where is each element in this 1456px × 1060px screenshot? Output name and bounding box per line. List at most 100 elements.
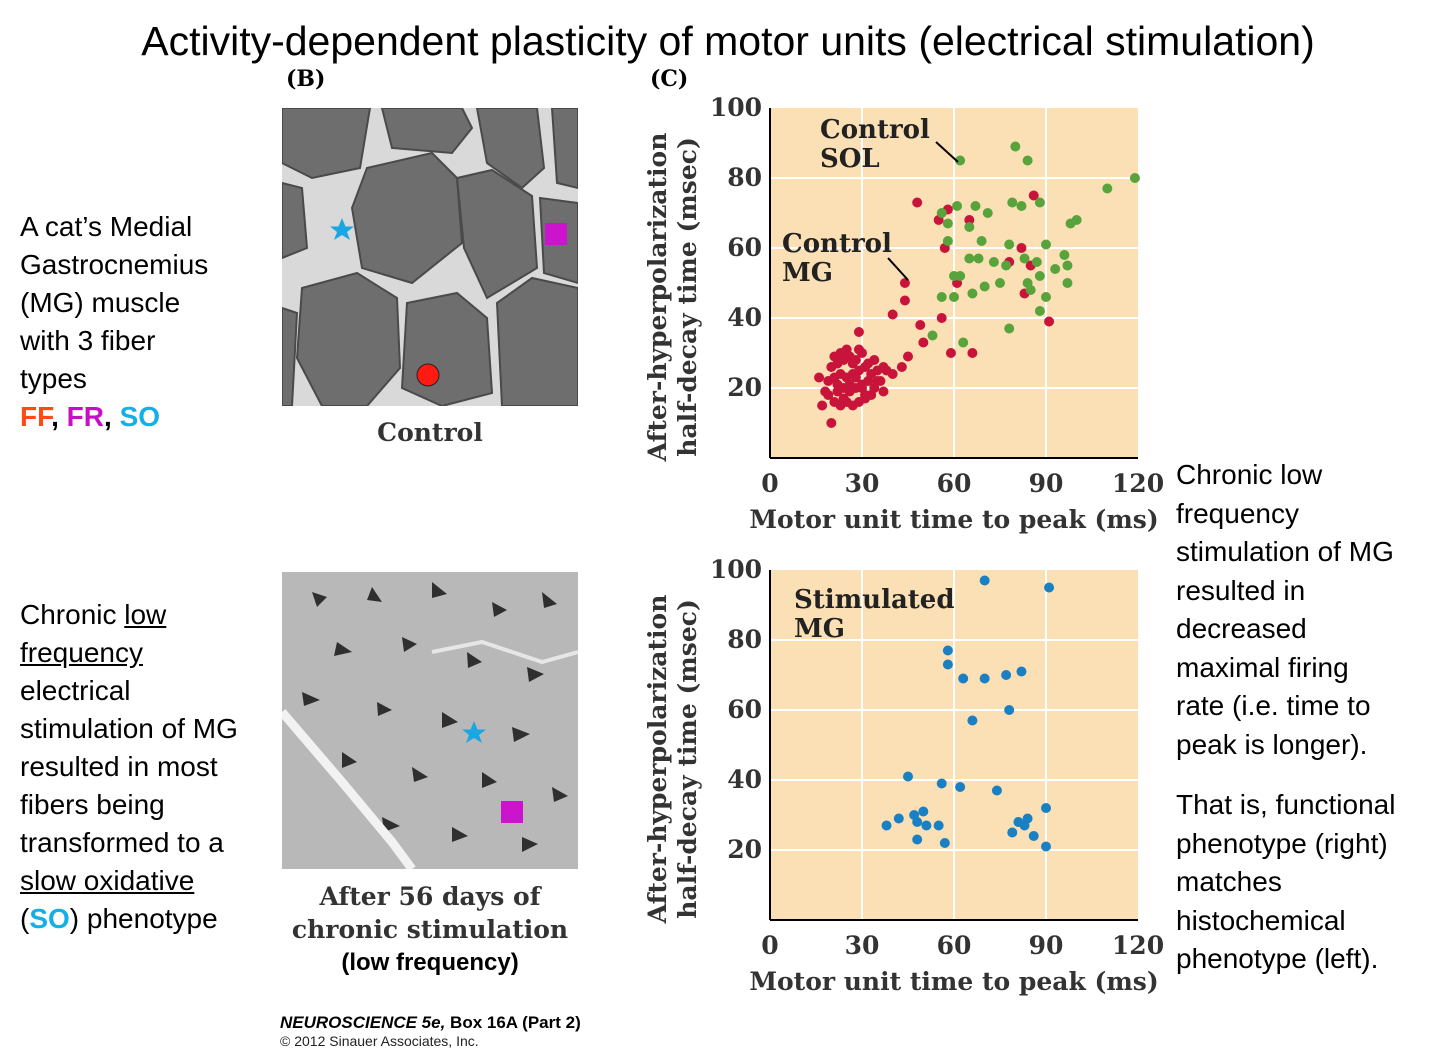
data-point (964, 253, 975, 264)
text-line: stimulation of MG (1176, 536, 1394, 567)
x-axis-label: Motor unit time to peak (ms) (749, 505, 1158, 534)
data-point (964, 222, 975, 232)
text-line: fibers being (20, 789, 165, 820)
separator: , (104, 401, 120, 432)
data-point (817, 400, 828, 411)
y-axis-label: After-hyperpolarization (643, 595, 672, 925)
x-tick-label: 30 (845, 469, 880, 498)
y-tick-label: 60 (727, 695, 762, 724)
data-point (1022, 155, 1033, 166)
x-tick-label: 0 (761, 931, 778, 960)
text-line: phenotype (right) (1176, 827, 1388, 859)
data-point (1102, 183, 1113, 194)
fiber-types-line: FF, FR, SO (20, 398, 208, 436)
data-point (936, 208, 947, 218)
data-point (918, 337, 929, 348)
data-point (1001, 260, 1012, 271)
data-point (988, 257, 999, 267)
data-point (979, 673, 990, 684)
y-axis-label: half-decay time (msec) (673, 137, 702, 457)
data-point (814, 372, 825, 383)
data-point (967, 288, 978, 299)
data-point (912, 817, 923, 827)
text-line: (SO) phenotype (20, 900, 238, 938)
data-point (1062, 260, 1073, 271)
data-point (841, 344, 852, 355)
bold-text: low frequency (349, 949, 511, 976)
caption-line: (low frequency) (282, 946, 578, 979)
data-point (826, 418, 837, 428)
data-point (829, 351, 840, 362)
data-point (869, 355, 880, 365)
fiber-markers (330, 218, 567, 387)
data-point (1050, 264, 1061, 274)
data-point (942, 659, 953, 670)
data-point (927, 330, 938, 341)
data-point (872, 376, 883, 386)
data-point (942, 236, 953, 246)
text-line: Gastrocnemius (20, 249, 209, 280)
text-line: transformed to a (20, 827, 224, 858)
data-point (1034, 306, 1045, 316)
stimulated-micrograph (282, 572, 578, 869)
data-point (945, 348, 956, 358)
separator: , (51, 401, 67, 432)
data-point (1007, 197, 1018, 208)
data-point (1007, 827, 1018, 838)
data-point (1010, 141, 1021, 152)
data-point (955, 155, 966, 166)
data-point (976, 236, 987, 246)
data-point (832, 379, 843, 390)
y-axis-label: After-hyperpolarization (643, 133, 672, 463)
data-point (1004, 239, 1015, 250)
data-point (1028, 831, 1039, 841)
caption-line: chronic stimulation (291, 915, 569, 944)
paragraph-gap (1176, 764, 1395, 786)
data-point (936, 778, 947, 789)
x-tick-label: 60 (937, 469, 972, 498)
x-tick-label: 60 (937, 931, 972, 960)
data-point (942, 645, 953, 656)
y-tick-label: 80 (727, 163, 762, 192)
box-part: Box 16A (Part 2) (445, 1013, 581, 1032)
y-tick-label: 100 (710, 93, 762, 122)
data-point (982, 208, 993, 218)
left-top-description: A cat’s Medial Gastrocnemius (MG) muscle… (20, 208, 208, 436)
data-point (967, 348, 978, 358)
data-point (1001, 670, 1012, 680)
data-point (955, 782, 966, 792)
chart-annotation: Stimulated (794, 585, 955, 615)
data-point (921, 820, 932, 831)
book-title: NEUROSCIENCE 5e, (280, 1013, 446, 1032)
data-point (1016, 666, 1027, 677)
data-point (1031, 257, 1042, 267)
text-line: slow oxidative (20, 862, 238, 900)
y-tick-label: 40 (727, 303, 762, 332)
data-point (952, 201, 963, 211)
text-line: types (20, 363, 87, 394)
control-caption: Control (377, 418, 483, 447)
text-span: ) phenotype (69, 903, 218, 934)
data-point (850, 372, 861, 383)
x-tick-label: 90 (1029, 469, 1064, 498)
data-point (896, 362, 907, 372)
data-point (1071, 215, 1082, 225)
data-point (936, 313, 947, 323)
data-point (973, 253, 984, 264)
data-point (1062, 278, 1073, 288)
left-bottom-description: Chronic low frequency electrical stimula… (20, 596, 238, 938)
data-point (893, 813, 904, 824)
star-marker (330, 218, 354, 240)
data-point (939, 838, 950, 848)
data-point (1034, 271, 1045, 281)
data-point (1041, 239, 1051, 250)
square-marker (545, 223, 567, 245)
annotation-leader-line (935, 141, 959, 163)
underlined-text: low (124, 599, 167, 630)
caption-line: After 56 days of (319, 882, 541, 911)
data-point (967, 715, 978, 726)
y-tick-label: 40 (727, 765, 762, 794)
square-marker (501, 801, 523, 823)
panel-b-label: (B) (286, 66, 326, 92)
stimulated-scatter-chart: 0 30 60 90 120 20 40 60 80 100 Motor unit time to … (643, 555, 1164, 996)
